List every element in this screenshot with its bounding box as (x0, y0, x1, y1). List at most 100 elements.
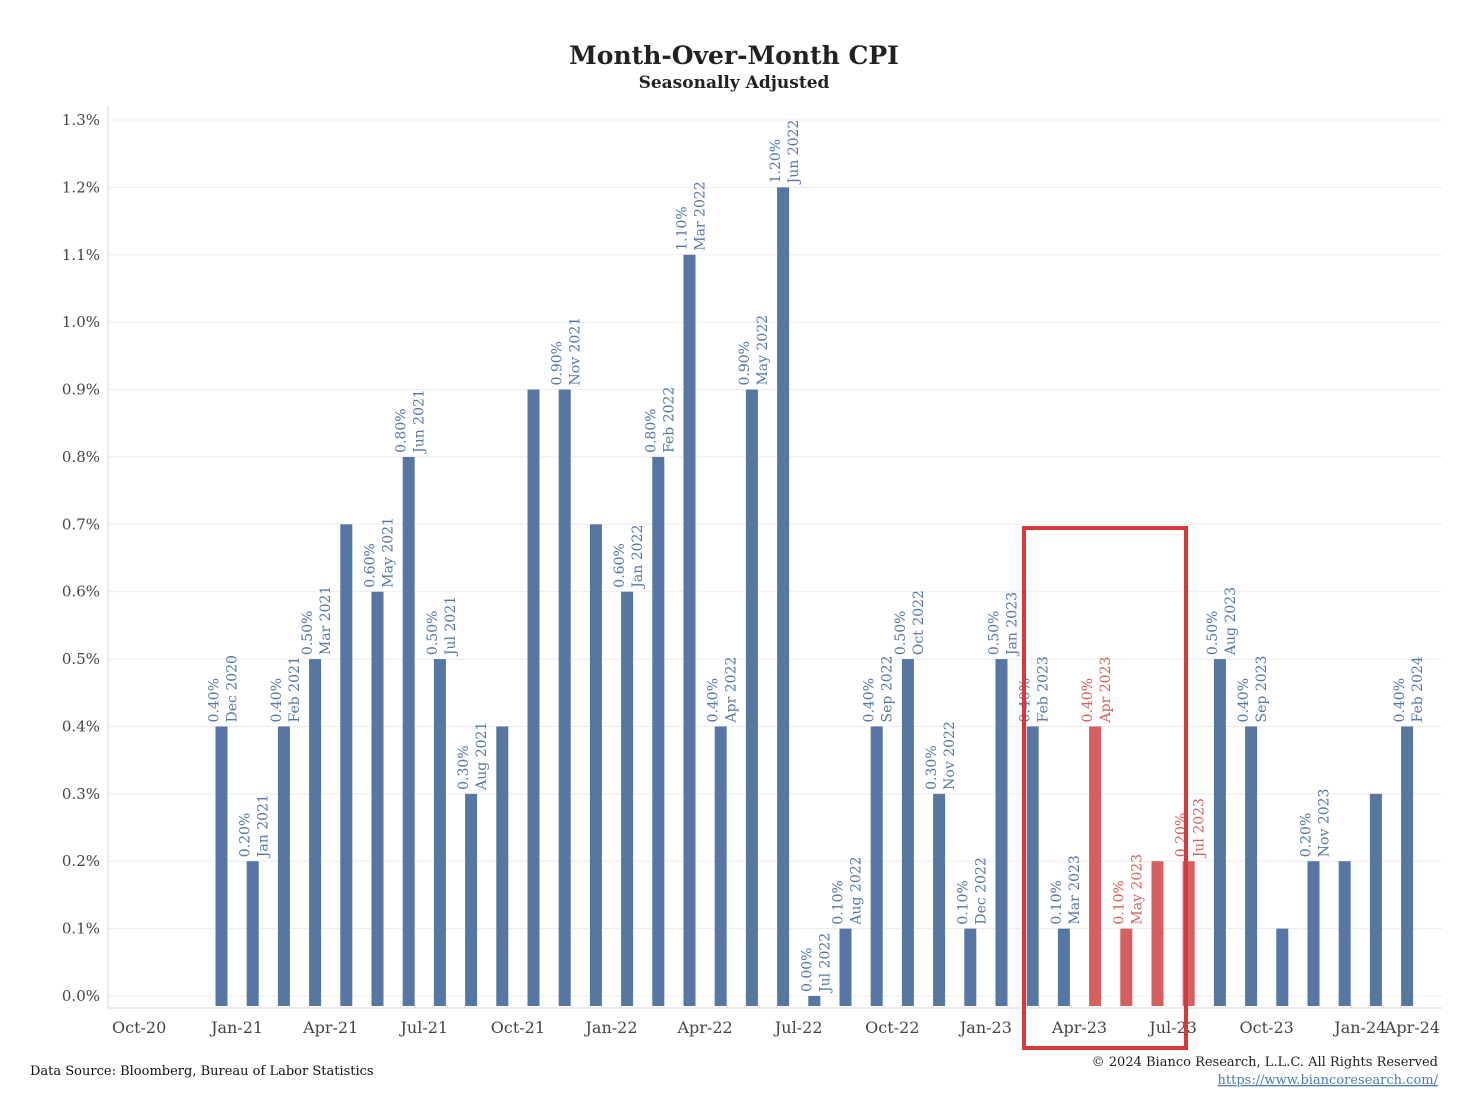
bar-month-label: Nov 2021 (568, 317, 584, 386)
bar-month-label: Feb 2024 (1410, 656, 1426, 722)
y-tick-label: 0.3% (62, 785, 100, 803)
x-tick-label: Jan-23 (958, 1018, 1012, 1037)
bar-month-label: Dec 2022 (973, 857, 989, 924)
bar-month-label: Jun 2021 (412, 389, 428, 455)
bar (745, 389, 758, 1006)
bar (402, 456, 415, 1006)
bar-month-label: May 2021 (381, 517, 397, 588)
bar (1245, 726, 1258, 1006)
bar-month-label: Jan 2023 (1005, 592, 1021, 657)
bar (1213, 659, 1226, 1006)
bar-month-label: Feb 2023 (1036, 656, 1052, 722)
bar-value-label: 0.30% (456, 745, 472, 789)
x-tick-label: Oct-22 (865, 1018, 919, 1037)
bar-data-label: 0.10% Dec 2022 (955, 857, 989, 924)
x-tick-label: Jul-23 (1147, 1018, 1197, 1037)
bar (371, 591, 384, 1006)
bar-data-label: 1.10% Mar 2022 (675, 181, 709, 250)
y-tick-label: 0.9% (62, 381, 100, 399)
data-source-note: Data Source: Bloomberg, Bureau of Labor … (30, 1064, 374, 1079)
bar-value-label: 0.40% (706, 678, 722, 722)
bar-data-label: 0.30% Aug 2021 (456, 722, 490, 791)
chart-subtitle: Seasonally Adjusted (639, 73, 830, 93)
x-tick-label: Oct-23 (1240, 1018, 1294, 1037)
bars (215, 187, 1414, 1006)
x-axis: Oct-20 Jan-21 Apr-21 Jul-21 Oct-21 Jan-22 Apr-… (112, 1018, 1440, 1037)
bar (433, 659, 446, 1006)
bar-data-label: 0.90% Nov 2021 (550, 317, 584, 386)
bar (527, 389, 540, 1006)
bar-data-label: 1.20% Jun 2022 (768, 120, 802, 186)
chart-title: Month-Over-Month CPI (569, 41, 899, 70)
bar-month-label: Feb 2021 (287, 656, 303, 722)
bar-month-label: May 2023 (1129, 854, 1145, 925)
bar (808, 996, 821, 1006)
bar-value-label: 1.20% (768, 139, 784, 183)
bar-month-label: Aug 2022 (849, 856, 865, 925)
bar (1026, 726, 1039, 1006)
bar (1307, 861, 1320, 1006)
bar (901, 659, 914, 1006)
bar-value-label: 1.10% (675, 206, 691, 250)
bar-data-label: 0.80% Jun 2021 (394, 389, 428, 455)
bar-data-label: 0.20% Jan 2021 (238, 794, 272, 859)
y-tick-label: 0.5% (62, 650, 100, 668)
bar-month-label: Feb 2022 (661, 387, 677, 453)
bar-value-label: 0.50% (300, 611, 316, 655)
bar (683, 254, 696, 1006)
bar-value-label: 0.10% (831, 880, 847, 924)
bar-month-label: Jul 2023 (1192, 798, 1208, 859)
website-link[interactable]: https://www.biancoresearch.com/ (1218, 1073, 1439, 1088)
x-tick-label: Jul-21 (398, 1018, 448, 1037)
bar-month-label: Dec 2020 (225, 655, 241, 722)
bar (589, 524, 602, 1006)
bar-month-label: Jul 2022 (817, 933, 833, 994)
y-tick-label: 0.8% (62, 448, 100, 466)
bar (1151, 861, 1164, 1006)
bar (1089, 726, 1102, 1006)
bar (933, 793, 946, 1006)
x-tick-label: Oct-20 (112, 1018, 166, 1037)
y-tick-label: 0.4% (62, 717, 100, 735)
x-tick-label: Oct-21 (491, 1018, 545, 1037)
bar-value-label: 0.00% (799, 948, 815, 992)
bar-value-label: 0.40% (269, 678, 285, 722)
bar (714, 726, 727, 1006)
bar-value-label: 0.30% (924, 745, 940, 789)
bar-value-label: 0.90% (737, 341, 753, 385)
bar-month-label: Sep 2022 (880, 656, 896, 723)
bar (777, 187, 790, 1006)
x-tick-label: Apr-22 (676, 1018, 732, 1037)
bar (1401, 726, 1414, 1006)
bar (277, 726, 290, 1006)
bar-data-label: 0.10% Mar 2023 (1049, 855, 1083, 924)
bar (1057, 928, 1070, 1006)
bar-value-label: 0.10% (955, 880, 971, 924)
y-tick-label: 1.3% (62, 111, 100, 129)
bar-month-label: Aug 2023 (1223, 587, 1239, 656)
bar-month-label: Nov 2022 (942, 721, 958, 790)
y-tick-label: 1.2% (62, 178, 100, 196)
bar-data-label: 0.50% Mar 2021 (300, 586, 334, 655)
bar (964, 928, 977, 1006)
x-tick-label: Jan-22 (583, 1018, 637, 1037)
bar-data-label: 0.60% May 2021 (363, 517, 397, 588)
bar-data-label: 0.40% Sep 2023 (1236, 656, 1270, 723)
bar-value-label: 0.20% (238, 813, 254, 857)
bar-value-label: 0.40% (1080, 678, 1096, 722)
bar-month-label: Apr 2023 (1098, 657, 1114, 724)
bar-month-label: Nov 2023 (1317, 789, 1333, 858)
bar (340, 524, 353, 1006)
bar-value-label: 0.50% (893, 611, 909, 655)
bar-data-label: 0.40% Dec 2020 (207, 655, 241, 722)
bar (652, 456, 665, 1006)
bar-value-label: 0.40% (207, 678, 223, 722)
bar (1276, 928, 1289, 1006)
bar (558, 389, 571, 1006)
bar-month-label: Jan 2021 (256, 794, 272, 859)
bar-month-label: Jul 2021 (443, 596, 459, 657)
bar (995, 659, 1008, 1006)
y-axis: 0.0% 0.1% 0.2% 0.3% 0.4% 0.5% 0.6% 0.7% 0.8% 0.9%… (62, 111, 100, 1005)
bar-month-label: Jan 2022 (630, 525, 646, 590)
